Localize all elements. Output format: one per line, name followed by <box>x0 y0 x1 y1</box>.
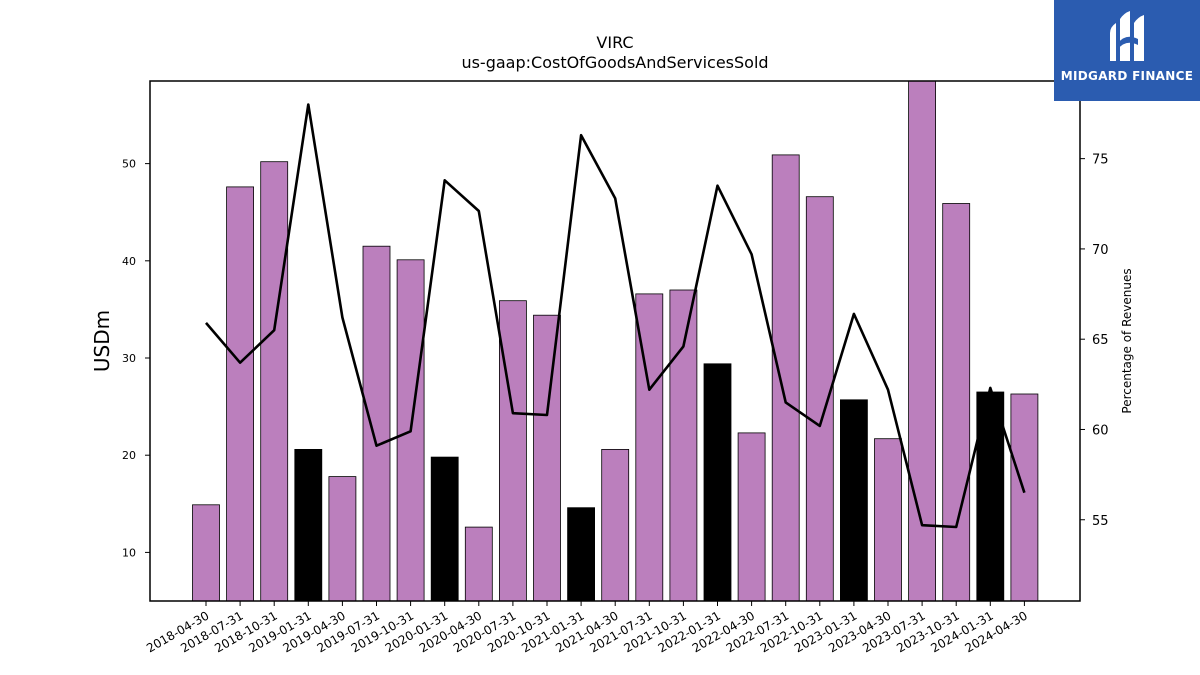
bar-2022-01-31 <box>703 363 732 602</box>
bar-2021-04-30 <box>601 448 630 602</box>
bar-2018-10-31 <box>260 161 289 602</box>
bar-2021-01-31 <box>567 507 595 602</box>
y-tick-label: 40 <box>122 255 136 268</box>
percentage-line <box>205 103 1026 529</box>
bar-2020-07-31 <box>498 300 527 602</box>
bar-2024-04-30 <box>1010 393 1039 602</box>
bar-2022-04-30 <box>737 432 766 602</box>
bar-2023-04-30 <box>874 438 902 602</box>
y2-tick-label: 70 <box>1092 243 1109 258</box>
y2-tick-label: 65 <box>1092 333 1109 348</box>
midgard-logo-icon <box>1110 11 1144 61</box>
y2-axis-label: Percentage of Revenues <box>1120 268 1134 413</box>
y-tick-label: 10 <box>122 546 136 559</box>
bar-2020-04-30 <box>464 526 493 602</box>
bar-2020-10-31 <box>533 314 561 602</box>
chart-subtitle: us-gaap:CostOfGoodsAndServicesSold <box>461 53 769 72</box>
bar-2019-07-31 <box>362 245 391 602</box>
y-axis-label: USDm <box>90 310 114 372</box>
y-tick-label: 50 <box>122 158 136 171</box>
bar-2019-04-30 <box>328 476 357 602</box>
midgard-finance-logo: MIDGARD FINANCE <box>1054 0 1200 101</box>
y2-tick-label: 60 <box>1092 423 1109 438</box>
bar-2023-01-31 <box>840 399 868 602</box>
y2-tick-label: 75 <box>1092 153 1109 168</box>
bar-2019-01-31 <box>294 448 323 602</box>
y-tick-label: 30 <box>122 352 136 365</box>
y2-tick-label: 55 <box>1092 514 1109 529</box>
y-tick-label: 20 <box>122 449 136 462</box>
chart-title: VIRC <box>596 33 634 52</box>
bar-2020-01-31 <box>430 456 459 602</box>
bar-2021-10-31 <box>669 289 698 602</box>
bar-2022-07-31 <box>771 154 800 602</box>
logo-text: MIDGARD FINANCE <box>1060 69 1194 83</box>
bar-2023-10-31 <box>942 203 971 602</box>
bar-2018-07-31 <box>226 186 255 602</box>
bar-2018-04-30 <box>192 504 220 602</box>
